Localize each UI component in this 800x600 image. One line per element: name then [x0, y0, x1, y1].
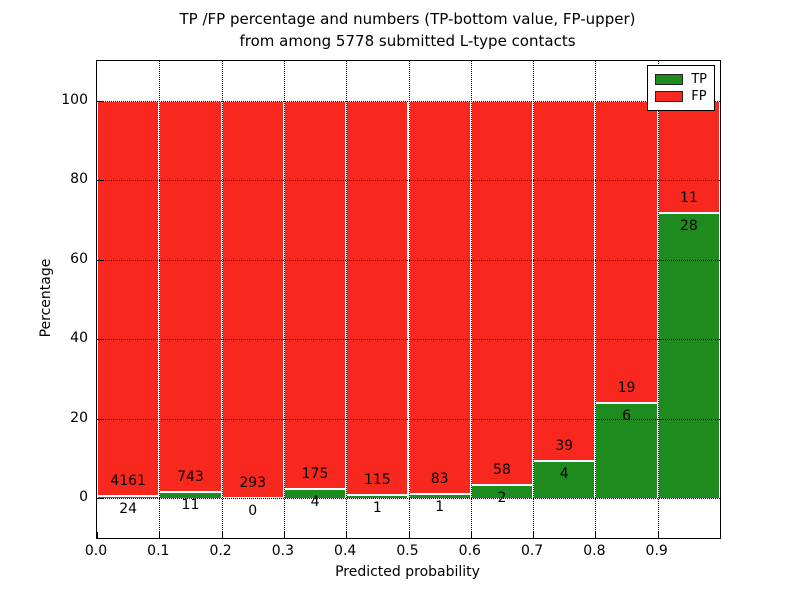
x-tick-mark — [657, 532, 659, 538]
x-tick-mark — [595, 532, 597, 538]
legend-item-fp: FP — [655, 88, 707, 105]
x-tick-label: 0.6 — [458, 543, 481, 559]
tp-count-label: 1 — [372, 499, 382, 516]
y-tick-label: 80 — [70, 171, 88, 188]
bar-count-labels-layer: 4161 24 743 11 293 0 175 4 115 1 83 1 58 2 39 4 19 6 11 28 — [97, 61, 720, 538]
fp-count-label: 743 — [177, 469, 204, 486]
chart-title-line2: from among 5778 submitted L-type contact… — [239, 32, 576, 50]
bar-segment-fp — [533, 100, 596, 462]
tp-count-label: 6 — [622, 407, 631, 424]
x-tick-mark — [97, 532, 98, 538]
x-tick-label: 0.8 — [583, 543, 606, 559]
bar-segment-tp — [97, 495, 160, 499]
y-axis-label: Percentage — [38, 258, 54, 338]
bar-segment-fp — [408, 100, 471, 494]
x-tick-mark — [221, 532, 223, 538]
fp-count-label: 19 — [617, 379, 636, 396]
bars-layer — [97, 61, 720, 538]
x-axis-label: Predicted probability — [335, 564, 480, 580]
y-tick-label: 0 — [79, 489, 88, 506]
x-gridline — [595, 61, 597, 538]
bar-segment-fp — [657, 100, 720, 213]
y-gridline — [97, 180, 720, 182]
y-tick-mark — [97, 180, 103, 182]
tp-count-label: 4 — [310, 494, 320, 511]
x-gridline — [408, 61, 410, 538]
y-tick-label: 60 — [70, 250, 88, 267]
fp-count-label: 39 — [555, 438, 574, 455]
tick-marks-layer — [97, 61, 720, 538]
fp-legend-label: FP — [691, 89, 707, 104]
y-tick-mark — [97, 418, 103, 420]
tp-count-label: 4 — [559, 466, 569, 483]
x-tick-label: 0.1 — [147, 543, 170, 559]
x-tick-label: 0.4 — [334, 543, 357, 559]
tp-count-label: 11 — [181, 497, 200, 514]
legend-item-tp: TP — [655, 71, 707, 88]
tp-legend-label: TP — [691, 72, 707, 87]
x-tick-label: 0.3 — [271, 543, 295, 559]
fp-count-label: 83 — [430, 470, 449, 487]
y-tick-mark — [97, 100, 103, 102]
y-gridline — [97, 100, 720, 102]
x-gridline — [159, 61, 161, 538]
tp-count-label: 0 — [248, 503, 258, 520]
x-tick-label: 0.2 — [209, 543, 232, 559]
chart-title-line1: TP /FP percentage and numbers (TP-bottom… — [179, 10, 636, 28]
legend: TP FP — [647, 65, 715, 111]
y-tick-label: 100 — [61, 91, 88, 108]
y-tick-mark — [97, 339, 103, 341]
y-gridline — [97, 339, 720, 341]
y-gridline — [97, 418, 720, 420]
x-tick-label: 0.7 — [520, 543, 544, 559]
x-gridline — [657, 61, 659, 538]
y-gridline — [97, 498, 720, 500]
x-tick-label: 0.5 — [396, 543, 419, 559]
fp-legend-swatch — [655, 91, 684, 102]
fp-count-label: 11 — [679, 189, 698, 206]
x-tick-label: 0.0 — [84, 543, 108, 559]
x-gridline — [470, 61, 472, 538]
x-gridline — [533, 61, 535, 538]
tp-count-label: 2 — [497, 490, 507, 506]
fp-count-label: 115 — [363, 471, 391, 488]
tp-legend-swatch — [655, 74, 684, 85]
y-gridline — [97, 259, 720, 261]
x-tick-mark — [346, 532, 348, 538]
fp-count-label: 175 — [301, 466, 329, 483]
bar-segment-tp — [533, 461, 596, 499]
fp-count-label: 4161 — [110, 472, 146, 489]
plot-area: 4161 24 743 11 293 0 175 4 115 1 83 1 58 2 39 4 19 6 11 28 … — [96, 60, 721, 539]
tp-count-label: 28 — [679, 217, 698, 234]
x-gridline — [346, 61, 348, 538]
x-tick-mark — [283, 532, 285, 538]
x-gridline — [221, 61, 223, 538]
bar-segment-fp — [221, 100, 284, 499]
x-tick-mark — [408, 532, 410, 538]
gridlines-layer — [97, 61, 720, 538]
bar-segment-fp — [97, 100, 160, 496]
y-tick-mark — [97, 498, 103, 500]
y-tick-mark — [97, 259, 103, 261]
y-tick-label: 40 — [70, 330, 88, 347]
x-tick-mark — [159, 532, 161, 538]
x-tick-mark — [533, 532, 535, 538]
fp-count-label: 58 — [493, 462, 511, 478]
x-gridline — [283, 61, 285, 538]
y-tick-label: 20 — [70, 409, 88, 426]
x-tick-label: 0.9 — [645, 543, 668, 559]
bar-segment-fp — [283, 100, 347, 490]
tp-count-label: 24 — [119, 500, 138, 517]
tp-count-label: 1 — [435, 498, 445, 515]
x-tick-mark — [470, 532, 472, 538]
fp-count-label: 293 — [239, 475, 267, 492]
chart-title: TP /FP percentage and numbers (TP-bottom… — [96, 8, 719, 52]
